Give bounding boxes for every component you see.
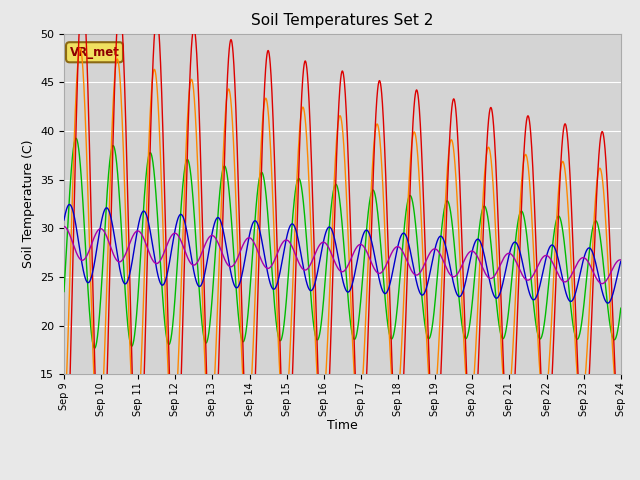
Title: Soil Temperatures Set 2: Soil Temperatures Set 2: [252, 13, 433, 28]
Y-axis label: Soil Temperature (C): Soil Temperature (C): [22, 140, 35, 268]
X-axis label: Time: Time: [327, 419, 358, 432]
Text: VR_met: VR_met: [70, 46, 120, 59]
